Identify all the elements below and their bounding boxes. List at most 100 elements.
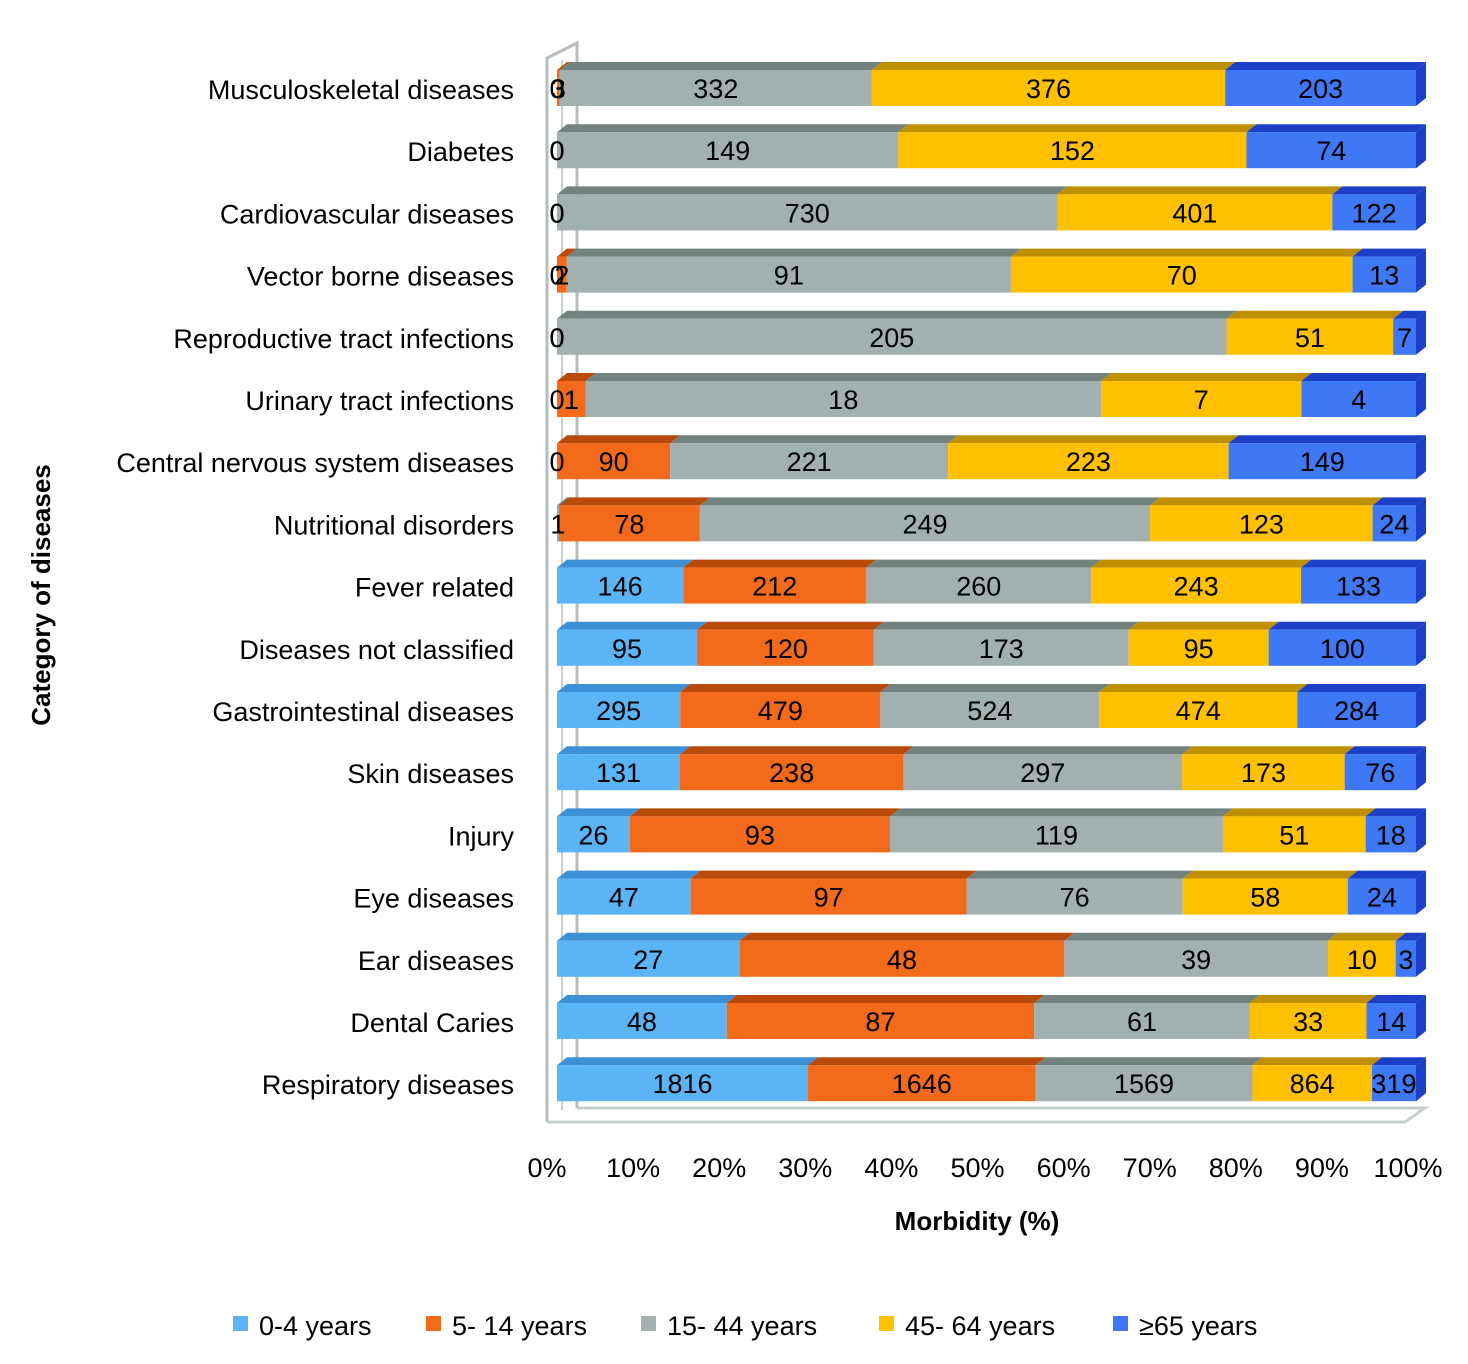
- bar-top-face: [1182, 746, 1355, 755]
- bar-top-face: [739, 932, 1075, 941]
- data-label: 203: [1298, 74, 1343, 104]
- bar-front-face: [557, 443, 671, 480]
- data-label: 58: [1250, 883, 1280, 913]
- bar-segment: [1352, 248, 1426, 293]
- bar-front-face: [679, 754, 904, 791]
- legend-item: 15- 44 years: [641, 1311, 817, 1341]
- bar-front-face: [1395, 940, 1416, 977]
- bar-top-face: [1010, 248, 1363, 257]
- bar-front-face: [557, 318, 1227, 355]
- bar-top-face: [557, 621, 707, 630]
- floor-edge: [547, 1106, 1430, 1124]
- bar-segment: [585, 373, 1112, 417]
- bar-segment: [1371, 1057, 1426, 1102]
- bar-front-face: [557, 194, 1058, 231]
- bar-front-face: [1246, 132, 1416, 169]
- bar-front-face: [1371, 1065, 1416, 1102]
- bar-segment: [1035, 1057, 1263, 1102]
- data-label: 376: [1026, 74, 1071, 104]
- data-label: 3: [1398, 945, 1413, 975]
- bar-top-face: [1099, 684, 1308, 692]
- bar-front-face: [1328, 940, 1396, 977]
- data-label: 146: [598, 572, 643, 602]
- data-label: 205: [869, 323, 914, 353]
- bar-segment: [873, 621, 1139, 666]
- bar-segment: [1225, 62, 1426, 106]
- data-label: 149: [705, 136, 750, 166]
- bar-segment: [808, 1057, 1046, 1102]
- bar-segment: [726, 995, 1045, 1039]
- bar-front-face: [1057, 194, 1333, 231]
- bar-segment: [1366, 995, 1426, 1039]
- bar-top-face: [557, 808, 640, 817]
- bar-side-face: [1416, 186, 1426, 231]
- bar-segment: [880, 684, 1110, 728]
- bar-front-face: [903, 754, 1183, 791]
- data-label: 61: [1127, 1007, 1157, 1037]
- bar-top-face: [558, 497, 710, 506]
- data-label: 1646: [892, 1069, 952, 1099]
- data-label: 133: [1336, 572, 1381, 602]
- bar-segment: [557, 124, 909, 169]
- data-label: 90: [599, 447, 629, 477]
- bar-front-face: [696, 629, 874, 666]
- bar-segment: [1372, 497, 1426, 542]
- data-label: 173: [979, 634, 1024, 664]
- bar-segment: [683, 559, 877, 604]
- legend-label: 5- 14 years: [452, 1311, 587, 1341]
- data-label: 0: [549, 385, 564, 415]
- bar-front-face: [1268, 629, 1416, 666]
- bar-segment: [680, 684, 891, 728]
- data-label: 243: [1174, 572, 1219, 602]
- bar-segment: [629, 808, 900, 853]
- bar-front-face: [880, 692, 1100, 728]
- bar-top-face: [1249, 995, 1377, 1003]
- bar-top-face: [1332, 186, 1426, 195]
- bar-front-face: [739, 940, 1065, 977]
- bar-top-face: [1371, 1057, 1426, 1066]
- bar-top-face: [557, 497, 569, 506]
- bar-front-face: [557, 816, 630, 853]
- bar-front-face: [1222, 816, 1366, 853]
- bar-top-face: [557, 124, 909, 133]
- category-label: Respiratory diseases: [262, 1070, 514, 1100]
- bar-front-face: [690, 878, 967, 915]
- bar-side-face: [1416, 995, 1426, 1039]
- bar-side-face: [1416, 497, 1426, 542]
- bar-top-face: [1393, 310, 1426, 319]
- data-label: 51: [1279, 820, 1309, 850]
- bar-top-face: [1352, 248, 1426, 257]
- data-label: 864: [1290, 1069, 1335, 1099]
- bar-segment: [699, 497, 1161, 542]
- bar-front-face: [1249, 1003, 1367, 1039]
- bar-segment: [1332, 186, 1426, 231]
- data-label: 10: [1347, 945, 1377, 975]
- data-label: 474: [1176, 696, 1221, 726]
- x-tick-label: 90%: [1295, 1153, 1349, 1183]
- bar-front-face: [1297, 692, 1416, 728]
- category-label: Cardiovascular diseases: [220, 199, 514, 229]
- data-label: 479: [758, 696, 803, 726]
- bar-side-face: [1416, 248, 1426, 293]
- bar-front-face: [866, 567, 1092, 604]
- legend-label: 45- 64 years: [905, 1311, 1055, 1341]
- data-label: 284: [1334, 696, 1379, 726]
- category-label: Central nervous system diseases: [116, 448, 514, 478]
- bar-front-face: [557, 256, 567, 293]
- bar-segment: [739, 932, 1075, 977]
- data-label: 33: [1293, 1007, 1323, 1037]
- bar-top-face: [557, 1057, 819, 1066]
- bar-segment: [1228, 435, 1426, 480]
- bar-front-face: [873, 629, 1129, 666]
- bar-front-face: [557, 940, 740, 977]
- legend-label: 15- 44 years: [667, 1311, 817, 1341]
- legend-item: 45- 64 years: [879, 1311, 1055, 1341]
- category-label: Reproductive tract infections: [173, 324, 514, 354]
- x-tick-label: 50%: [950, 1153, 1004, 1183]
- bar-segment: [1246, 124, 1426, 169]
- bar-top-face: [948, 435, 1239, 444]
- data-label: 95: [612, 634, 642, 664]
- bar-segment: [1182, 870, 1358, 915]
- bar-top-face: [1372, 497, 1426, 506]
